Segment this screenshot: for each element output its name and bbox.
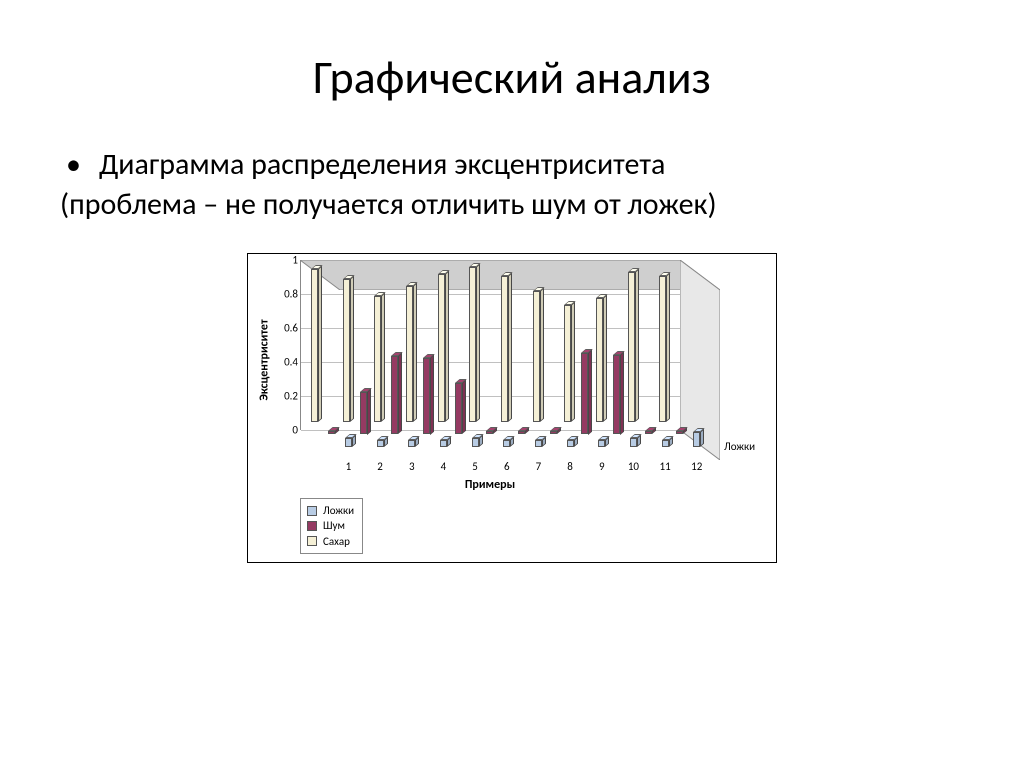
bar: [472, 438, 479, 447]
bar: [501, 276, 508, 422]
xtick-label: 1: [346, 460, 352, 473]
xtick-label: 11: [660, 460, 671, 473]
bar: [328, 431, 335, 434]
xtick-label: 9: [599, 460, 605, 473]
chart-plot-area: Ложки: [300, 260, 720, 460]
bar: [693, 432, 700, 447]
xtick-label: 3: [409, 460, 415, 473]
bar: [550, 431, 557, 434]
xtick-label: 2: [377, 460, 383, 473]
xtick-label: 12: [691, 460, 702, 473]
legend-item: Сахар: [307, 534, 354, 549]
ytick-label: 0: [292, 424, 298, 437]
bar: [360, 392, 367, 435]
bullet-text: Диаграмма распределения эксцентриситета: [99, 146, 665, 184]
legend-label: Ложки: [323, 503, 354, 518]
bar: [469, 267, 476, 422]
chart-upper: Эксцентриситет 00.20.40.60.81 Ложки: [256, 260, 768, 460]
yaxis-ticks: 00.20.40.60.81: [274, 260, 300, 430]
bar: [564, 305, 571, 422]
bar: [440, 440, 447, 447]
ytick-label: 0.8: [284, 288, 298, 301]
chart-legend: ЛожкиШумСахар: [300, 498, 363, 554]
xtick-label: 10: [628, 460, 639, 473]
bar: [503, 440, 510, 447]
bar: [535, 440, 542, 447]
gridline: [301, 294, 681, 295]
legend-label: Сахар: [323, 534, 350, 549]
chart-container: Эксцентриситет 00.20.40.60.81 Ложки 1234…: [247, 253, 777, 563]
ytick-label: 0.2: [284, 390, 298, 403]
slide-title: Графический анализ: [50, 50, 974, 106]
gridline: [301, 396, 681, 397]
slide-body: Диаграмма распределения эксцентриситета …: [60, 146, 974, 223]
bar: [377, 440, 384, 447]
legend-swatch: [307, 521, 317, 531]
bar: [343, 279, 350, 422]
bar: [567, 440, 574, 447]
ytick-label: 1: [292, 254, 298, 267]
legend-item: Шум: [307, 518, 354, 533]
legend-label: Шум: [323, 518, 345, 533]
bar: [596, 298, 603, 422]
bar: [598, 440, 605, 447]
bar: [659, 276, 666, 422]
bar: [311, 269, 318, 422]
xtick-label: 4: [441, 460, 447, 473]
bar: [438, 274, 445, 422]
bar: [486, 431, 493, 434]
legend-swatch: [307, 506, 317, 516]
bar: [662, 440, 669, 447]
bar: [408, 440, 415, 447]
bar: [645, 431, 652, 434]
xtick-label: 5: [472, 460, 478, 473]
slide: Графический анализ Диаграмма распределен…: [0, 0, 1024, 768]
bar: [455, 383, 462, 434]
bar: [406, 286, 413, 422]
bar: [345, 438, 352, 447]
bullet-item: Диаграмма распределения эксцентриситета: [60, 146, 974, 184]
xtick-label: 6: [504, 460, 510, 473]
xaxis-ticks: 123456789101112: [300, 460, 720, 476]
depth-axis-label: Ложки: [724, 440, 755, 453]
bar: [628, 272, 635, 422]
ytick-label: 0.4: [284, 356, 298, 369]
bar: [391, 356, 398, 434]
bar: [630, 438, 637, 447]
bar: [613, 355, 620, 435]
gridline: [301, 362, 681, 363]
bar: [676, 431, 683, 434]
legend-item: Ложки: [307, 503, 354, 518]
bar: [518, 431, 525, 434]
bar: [581, 353, 588, 435]
bar: [533, 291, 540, 422]
xtick-label: 7: [536, 460, 542, 473]
yaxis-label: Эксцентриситет: [258, 319, 272, 400]
bar: [374, 296, 381, 422]
bar: [423, 358, 430, 435]
legend-swatch: [307, 536, 317, 546]
ytick-label: 0.6: [284, 322, 298, 335]
yaxis-label-col: Эксцентриситет: [256, 260, 274, 460]
gridline: [301, 328, 681, 329]
xaxis-label: Примеры: [300, 478, 680, 492]
xtick-label: 8: [567, 460, 573, 473]
paren-text: (проблема – не получается отличить шум о…: [60, 186, 974, 224]
